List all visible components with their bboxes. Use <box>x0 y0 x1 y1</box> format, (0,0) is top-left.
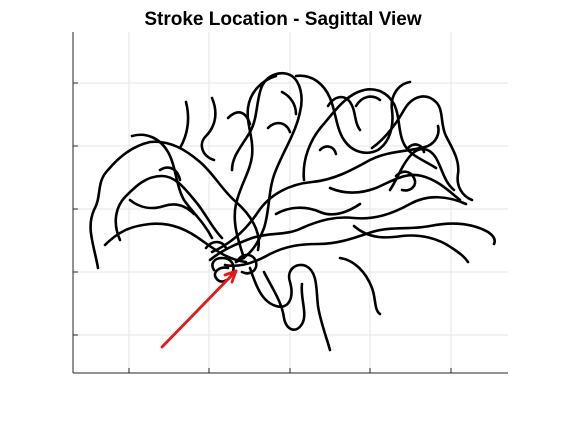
ticks <box>73 82 452 373</box>
grid <box>73 32 508 373</box>
vessel-path <box>233 74 278 260</box>
vessel-path <box>128 198 196 216</box>
vessel-path <box>208 195 468 262</box>
vessel-path <box>294 74 412 154</box>
vessel-path <box>226 111 252 126</box>
vessel-path <box>394 170 417 192</box>
vessel-path <box>280 90 298 116</box>
vessel-path <box>388 147 456 192</box>
vessel-network <box>89 72 497 352</box>
vessel-path <box>370 95 474 202</box>
vessel-path <box>302 88 438 182</box>
vessel-path <box>158 166 182 182</box>
vessel-path <box>266 121 292 134</box>
vessel-path <box>406 143 426 154</box>
vessel-path <box>210 124 440 254</box>
chart-title: Stroke Location - Sagittal View <box>144 9 422 30</box>
vessel-path <box>352 224 470 264</box>
vessel-path <box>328 173 462 202</box>
vessel-path <box>200 96 217 162</box>
vessel-path <box>130 133 214 240</box>
arrow-shaft <box>160 269 238 349</box>
vessel-path <box>354 95 382 108</box>
vessel-path <box>262 270 306 331</box>
vessel-path <box>236 253 258 275</box>
vessel-path <box>338 256 382 316</box>
vessel-path <box>230 72 303 264</box>
vessel-path <box>204 240 228 250</box>
vessel-path <box>326 95 362 132</box>
vessel-path <box>274 202 362 216</box>
stroke-arrow <box>160 269 238 349</box>
arrow-head-right <box>230 269 238 284</box>
vessel-path <box>103 222 248 264</box>
vessel-path <box>114 174 224 242</box>
vessel-path <box>178 100 190 150</box>
arrow-head-left <box>223 269 238 277</box>
vessel-path <box>248 263 332 352</box>
vessel-path <box>318 145 338 156</box>
vessel-path <box>223 222 497 268</box>
